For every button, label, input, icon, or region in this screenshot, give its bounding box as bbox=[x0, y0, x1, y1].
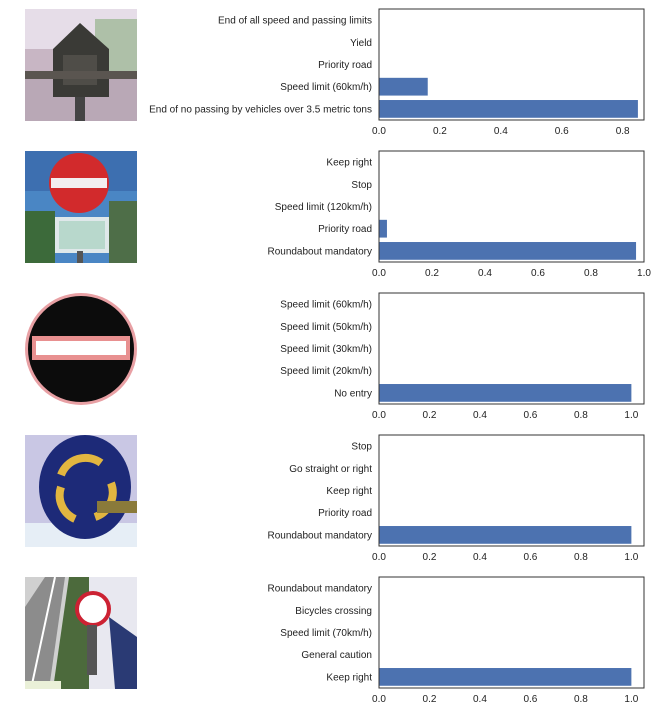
prediction-row-1 bbox=[0, 9, 654, 151]
category-label: Roundabout mandatory bbox=[267, 530, 372, 541]
category-label: Yield bbox=[350, 38, 372, 49]
x-tick-label: 0.8 bbox=[574, 552, 588, 563]
category-label: Roundabout mandatory bbox=[267, 246, 372, 257]
x-tick-label: 0.6 bbox=[523, 694, 537, 705]
category-label: Stop bbox=[351, 180, 372, 191]
x-tick-label: 0.4 bbox=[473, 694, 487, 705]
category-label: Speed limit (60km/h) bbox=[280, 300, 372, 311]
prediction-chart-5: Roundabout mandatory Bicycles crossing Spe… bbox=[267, 576, 645, 705]
category-label: Speed limit (50km/h) bbox=[280, 322, 372, 333]
category-label: General caution bbox=[301, 650, 372, 661]
x-tick-label: 0.8 bbox=[584, 268, 598, 279]
prediction-row-5 bbox=[0, 577, 654, 719]
x-tick-label: 0.8 bbox=[574, 694, 588, 705]
category-label: Priority road bbox=[318, 508, 372, 519]
category-label: Go straight or right bbox=[289, 464, 372, 475]
x-tick-label: 1.0 bbox=[637, 268, 651, 279]
x-tick-label: 0.2 bbox=[423, 410, 437, 421]
x-tick-label: 1.0 bbox=[624, 410, 638, 421]
x-tick-label: 1.0 bbox=[624, 552, 638, 563]
roundabout-sign-thumbnail bbox=[25, 435, 137, 547]
prediction-chart-1: End of all speed and passing limits Yield… bbox=[149, 8, 645, 137]
no-passing-end-sign-thumbnail bbox=[25, 9, 137, 121]
prediction-row-2 bbox=[0, 151, 654, 293]
category-label: Keep right bbox=[326, 486, 372, 497]
bar bbox=[379, 526, 632, 544]
category-label: Speed limit (120km/h) bbox=[275, 202, 372, 213]
x-tick-label: 0.2 bbox=[423, 552, 437, 563]
axes-frame bbox=[378, 292, 645, 405]
x-tick-label: 1.0 bbox=[624, 694, 638, 705]
x-tick-label: 0.0 bbox=[372, 694, 386, 705]
category-label: Stop bbox=[351, 442, 372, 453]
x-tick-label: 0.6 bbox=[523, 552, 537, 563]
bar bbox=[379, 384, 632, 402]
x-tick-label: 0.6 bbox=[531, 268, 545, 279]
category-label: Priority road bbox=[318, 224, 372, 235]
x-tick-label: 0.6 bbox=[555, 126, 569, 137]
no-entry-sign-thumbnail bbox=[25, 293, 137, 405]
bar bbox=[379, 242, 637, 260]
category-label: Speed limit (70km/h) bbox=[280, 628, 372, 639]
category-label: Bicycles crossing bbox=[295, 606, 372, 617]
axes-frame bbox=[378, 434, 645, 547]
axes-frame bbox=[378, 8, 645, 121]
category-label: Speed limit (20km/h) bbox=[280, 366, 372, 377]
x-tick-label: 0.0 bbox=[372, 268, 386, 279]
category-label: Keep right bbox=[326, 158, 372, 169]
x-tick-label: 0.4 bbox=[473, 410, 487, 421]
category-label: Keep right bbox=[326, 672, 372, 683]
x-tick-label: 0.6 bbox=[523, 410, 537, 421]
bar bbox=[379, 100, 638, 118]
x-tick-label: 0.2 bbox=[425, 268, 439, 279]
prediction-row-3 bbox=[0, 293, 654, 435]
category-label: No entry bbox=[334, 388, 372, 399]
category-label: Priority road bbox=[318, 60, 372, 71]
x-tick-label: 0.4 bbox=[478, 268, 492, 279]
category-label: End of all speed and passing limits bbox=[218, 16, 372, 27]
bar bbox=[379, 668, 632, 686]
x-tick-label: 0.8 bbox=[616, 126, 630, 137]
keep-right-street-thumbnail bbox=[25, 577, 137, 689]
axes-frame bbox=[378, 150, 645, 263]
no-entry-photo-thumbnail bbox=[25, 151, 137, 263]
category-label: End of no passing by vehicles over 3.5 m… bbox=[149, 104, 372, 115]
bar bbox=[379, 77, 428, 96]
x-tick-label: 0.2 bbox=[433, 126, 447, 137]
category-label: Roundabout mandatory bbox=[267, 584, 372, 595]
x-tick-label: 0.0 bbox=[372, 552, 386, 563]
bar bbox=[379, 219, 387, 238]
prediction-row-4 bbox=[0, 435, 654, 577]
prediction-chart-4: Stop Go straight or right Keep right Priori… bbox=[267, 434, 645, 563]
x-tick-label: 0.8 bbox=[574, 410, 588, 421]
x-tick-label: 0.0 bbox=[372, 126, 386, 137]
x-tick-label: 0.4 bbox=[494, 126, 508, 137]
prediction-chart-2: Keep right Stop Speed limit (120km/h) Prior… bbox=[267, 150, 651, 279]
x-tick-label: 0.0 bbox=[372, 410, 386, 421]
category-label: Speed limit (60km/h) bbox=[280, 82, 372, 93]
prediction-chart-3: Speed limit (60km/h) Speed limit (50km/h)… bbox=[280, 292, 645, 421]
category-label: Speed limit (30km/h) bbox=[280, 344, 372, 355]
x-tick-label: 0.4 bbox=[473, 552, 487, 563]
x-tick-label: 0.2 bbox=[423, 694, 437, 705]
axes-frame bbox=[378, 576, 645, 689]
